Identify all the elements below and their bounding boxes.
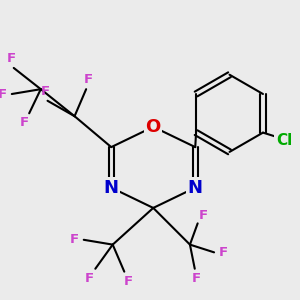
Text: F: F (219, 246, 228, 259)
Text: F: F (41, 85, 50, 98)
Text: F: F (85, 272, 94, 285)
Text: F: F (192, 272, 201, 285)
Text: F: F (7, 52, 16, 65)
Text: Cl: Cl (276, 133, 292, 148)
Text: N: N (188, 179, 203, 197)
Text: F: F (20, 116, 29, 130)
Text: N: N (104, 179, 119, 197)
Text: F: F (70, 233, 79, 246)
Text: F: F (0, 88, 7, 100)
Text: O: O (146, 118, 161, 136)
Text: F: F (124, 275, 133, 288)
Text: F: F (199, 209, 208, 222)
Text: F: F (83, 73, 93, 86)
